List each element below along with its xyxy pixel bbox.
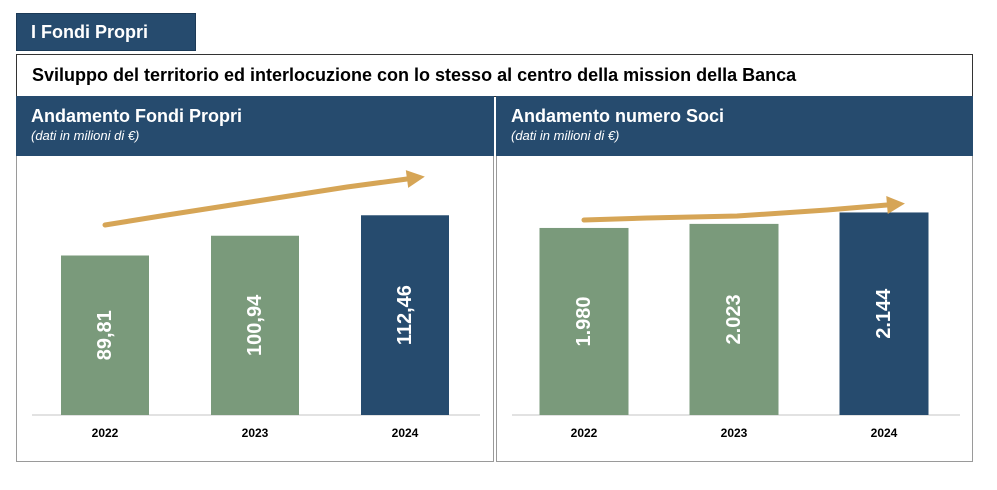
bar-2023 [689,223,779,415]
chart-title: Andamento Fondi Propri [31,106,242,126]
data-label: 89,81 [94,310,116,360]
trend-arrow-head [886,196,905,214]
x-tick-label: 2024 [871,426,898,440]
numero-soci-chart: 1.980 2022 2.023 2023 2.144 2024 [512,196,960,440]
bar-2022 [539,227,629,415]
data-label: 112,46 [394,285,416,345]
data-label: 1.980 [573,296,595,346]
bar-2023 [211,235,299,415]
section-tag: I Fondi Propri [16,13,196,51]
x-tick-label: 2022 [92,426,119,440]
fondi-propri-chart: 89,81 2022 100,94 2023 112,46 2024 [32,170,480,440]
data-label: 100,94 [244,294,266,356]
data-label: 2.144 [873,288,895,339]
trend-arrow-shaft [102,176,410,228]
x-tick-label: 2023 [721,426,748,440]
mission-banner: Sviluppo del territorio ed interlocuzion… [16,54,973,97]
bar-2024 [361,215,449,415]
x-tick-label: 2022 [571,426,598,440]
chart-header: Andamento Fondi Propri (dati in milioni … [16,96,494,156]
bar-2024 [839,212,929,415]
data-label: 2.023 [723,294,745,344]
chart-subtitle: (dati in milioni di €) [511,128,620,143]
numero-soci-chart-panel: Andamento numero Soci (dati in milioni d… [496,96,973,462]
chart-header: Andamento numero Soci (dati in milioni d… [496,96,973,156]
fondi-propri-chart-panel: Andamento Fondi Propri (dati in milioni … [16,96,494,462]
trend-arrow-shaft [581,202,890,223]
x-tick-label: 2024 [392,426,419,440]
x-tick-label: 2023 [242,426,269,440]
chart-title: Andamento numero Soci [511,106,725,126]
bar-2022 [61,255,149,415]
trend-arrow-head [405,170,425,188]
chart-subtitle: (dati in milioni di €) [31,128,140,143]
